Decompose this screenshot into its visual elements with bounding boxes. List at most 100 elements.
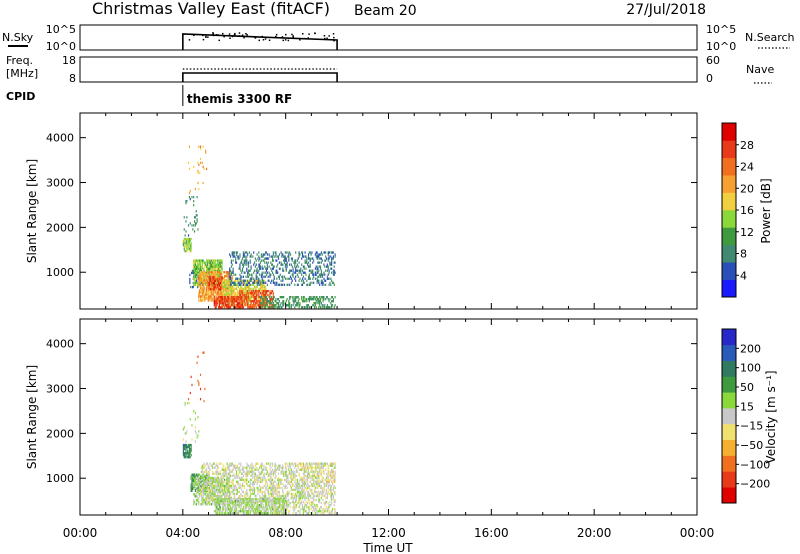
- scatter-cell: [278, 484, 280, 488]
- scatter-cell: [225, 497, 227, 501]
- scatter-cell: [229, 287, 232, 291]
- scatter-cell: [226, 271, 228, 274]
- scatter-cell: [227, 464, 229, 467]
- colorbar-swatch: [722, 227, 736, 246]
- scatter-cell: [288, 255, 290, 258]
- scatter-cell: [238, 300, 240, 303]
- scatter-cell: [211, 288, 213, 291]
- scatter-cell: [313, 462, 316, 465]
- scatter-cell: [256, 482, 258, 486]
- scatter-cell: [241, 476, 244, 479]
- scatter-cell: [221, 306, 223, 309]
- scatter-cell: [243, 295, 245, 299]
- scatter-cell: [316, 494, 318, 498]
- scatter-cell: [216, 269, 218, 272]
- scatter-cell: [231, 474, 233, 477]
- scatter-cell: [197, 263, 199, 266]
- scatter-cell: [265, 304, 268, 307]
- scatter-cell: [329, 251, 331, 254]
- scatter-cell: [206, 279, 208, 282]
- scatter-cell: [278, 478, 280, 481]
- scatter-cell: [213, 499, 215, 503]
- scatter-cell: [251, 506, 253, 509]
- scatter-cell: [270, 492, 272, 496]
- scatter-cell: [224, 299, 226, 303]
- scatter-cell: [262, 255, 264, 258]
- scatter-cell: [321, 488, 323, 492]
- scatter-cell: [226, 499, 228, 503]
- scatter-cell: [282, 263, 284, 266]
- scatter-cell: [186, 454, 188, 457]
- power-colorbar-label: Power [dB]: [759, 178, 773, 243]
- scatter-cell: [282, 300, 284, 303]
- scatter-cell: [229, 474, 231, 477]
- scatter-cell: [316, 472, 318, 475]
- scatter-cell: [299, 269, 301, 272]
- scatter-cell: [219, 506, 221, 509]
- scatter-cell: [316, 486, 318, 490]
- scatter-cell: [245, 466, 247, 469]
- scatter-cell: [249, 297, 251, 301]
- scatter-cell: [271, 298, 273, 301]
- scatter-cell: [235, 506, 237, 509]
- scatter-cell: [298, 492, 300, 496]
- scatter-cell: [330, 277, 332, 280]
- scatter-cell: [265, 304, 267, 307]
- scatter-cell: [201, 279, 203, 282]
- scatter-cell: [228, 291, 230, 295]
- scatter-cell: [282, 283, 284, 286]
- scatter-cell: [223, 295, 225, 299]
- scatter-cell: [199, 473, 201, 476]
- scatter-cell: [293, 476, 295, 479]
- scatter-cell: [211, 269, 213, 272]
- scatter-cell: [189, 277, 191, 281]
- scatter-cell: [235, 508, 238, 511]
- scatter-cell: [224, 279, 226, 282]
- scatter-cell: [249, 269, 251, 272]
- scatter-cell: [324, 279, 326, 282]
- scatter-cell: [277, 255, 280, 258]
- scatter-cell: [238, 466, 240, 469]
- scatter-cell: [185, 443, 187, 447]
- scatter-cell: [249, 510, 251, 513]
- scatter-cell: [297, 283, 299, 286]
- scatter-cell: [329, 261, 331, 264]
- scatter-cell: [200, 503, 202, 506]
- scatter-cell: [241, 490, 244, 494]
- scatter-cell: [227, 474, 229, 477]
- scatter-cell: [288, 468, 290, 471]
- scatter-cell: [212, 282, 214, 285]
- scatter-cell: [320, 271, 322, 274]
- scatter-cell: [188, 451, 190, 455]
- scatter-cell: [211, 288, 214, 291]
- nsearch-point: [237, 35, 239, 37]
- scatter-cell: [268, 253, 270, 256]
- scatter-cell: [229, 490, 231, 494]
- nsearch-point: [202, 34, 204, 37]
- scatter-cell: [213, 472, 215, 475]
- scatter-cell: [187, 239, 190, 243]
- scatter-cell: [229, 275, 231, 278]
- scatter-cell: [248, 297, 250, 301]
- nsearch-point: [275, 33, 278, 36]
- scatter-cell: [211, 501, 214, 504]
- scatter-cell: [254, 265, 256, 268]
- scatter-cell: [261, 255, 263, 258]
- scatter-cell: [211, 297, 213, 300]
- scatter-cell: [304, 251, 306, 254]
- scatter-cell: [319, 490, 322, 494]
- scatter-cell: [311, 484, 313, 488]
- scatter-cell: [220, 280, 222, 283]
- scatter-cell: [307, 484, 310, 488]
- scatter-cell: [305, 466, 307, 469]
- scatter-cell: [329, 492, 331, 496]
- scatter-cell: [278, 253, 280, 256]
- velocity-cells: [182, 351, 336, 515]
- scatter-cell: [205, 291, 208, 294]
- scatter-cell: [217, 504, 220, 507]
- scatter-cell: [206, 484, 208, 488]
- scatter-cell: [311, 474, 313, 477]
- scatter-cell: [262, 300, 264, 303]
- scatter-cell: [226, 283, 228, 286]
- scatter-cell: [203, 501, 205, 504]
